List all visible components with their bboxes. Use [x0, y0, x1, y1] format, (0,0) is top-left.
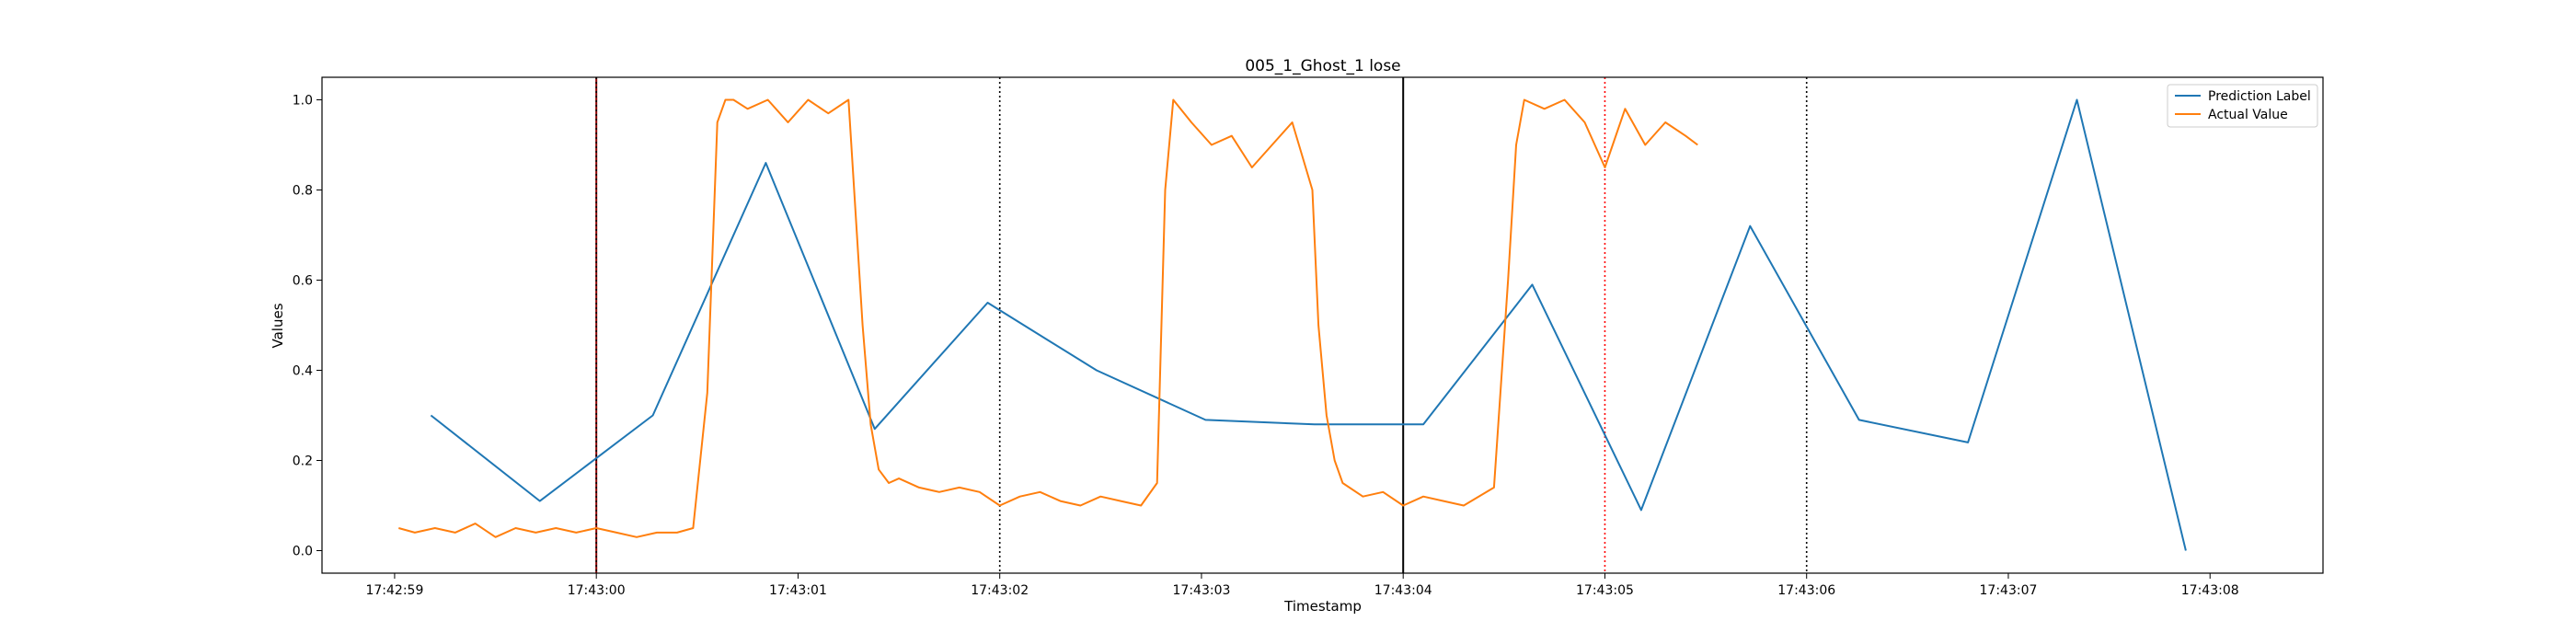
x-axis-label: Timestamp	[1283, 598, 1362, 615]
x-tick-label-1: 17:43:00	[568, 583, 626, 598]
x-tick-label-2: 17:43:01	[769, 583, 827, 598]
x-tick-label-5: 17:43:04	[1374, 583, 1432, 598]
y-tick-label-3: 0.6	[293, 274, 313, 289]
vertical-markers	[595, 77, 1808, 573]
legend-label-actual-value: Actual Value	[2208, 108, 2288, 122]
x-axis-ticks: 17:42:59 17:43:00 17:43:01 17:43:02 17:43:03…	[365, 573, 2239, 598]
x-tick-label-3: 17:43:02	[971, 583, 1029, 598]
x-tick-label-8: 17:43:07	[1980, 583, 2038, 598]
series-group	[398, 98, 2187, 551]
x-tick-label-6: 17:43:05	[1576, 583, 1634, 598]
y-axis-label: Values	[270, 303, 286, 348]
x-tick-label-4: 17:43:03	[1173, 583, 1231, 598]
y-tick-label-5: 1.0	[293, 94, 313, 109]
legend-label-prediction-label: Prediction Label	[2208, 89, 2311, 104]
y-axis-ticks: 0.0 0.2 0.4 0.6 0.8 1.0	[293, 94, 322, 559]
x-tick-label-0: 17:42:59	[365, 583, 423, 598]
legend-box	[2167, 84, 2318, 128]
y-tick-label-1: 0.2	[293, 454, 313, 469]
series-line-actual-value	[398, 98, 1698, 538]
y-tick-label-0: 0.0	[293, 545, 313, 559]
y-tick-label-4: 0.8	[293, 184, 313, 199]
plot-frame	[321, 76, 2324, 574]
series-line-prediction-label	[430, 98, 2187, 551]
x-tick-label-9: 17:43:08	[2181, 583, 2239, 598]
legend: Prediction Label Actual Value	[2167, 84, 2318, 128]
y-tick-label-2: 0.4	[293, 364, 313, 379]
chart-title: 005_1_Ghost_1 lose	[1245, 57, 1400, 75]
x-tick-label-7: 17:43:06	[1777, 583, 1835, 598]
